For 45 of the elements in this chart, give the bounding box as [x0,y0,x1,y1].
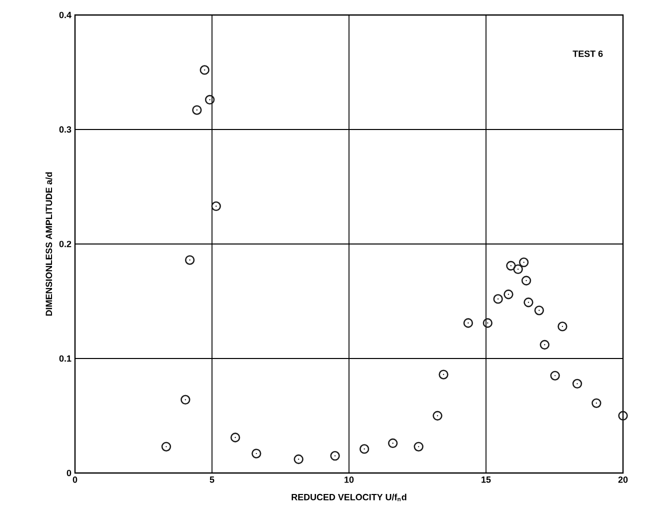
point [184,255,195,265]
point [192,105,202,115]
y-tick-label: 0.4 [59,12,72,18]
x-tick-label: 5 [210,476,214,483]
x-axis-title: REDUCED VELOCITY U/f$_{n}$d [292,494,406,502]
y-tick-label: 0.1 [59,355,72,362]
point [180,394,190,405]
point [204,94,215,105]
point [161,442,172,452]
x-tick-label: 15 [482,476,491,483]
point [463,318,474,328]
point [360,444,370,454]
point [506,260,516,271]
point [252,448,262,458]
y-tick-label: 0.2 [59,240,72,248]
point [558,322,568,332]
point [572,378,582,389]
point [230,432,240,442]
point [388,438,398,448]
point [518,257,529,268]
point [493,294,503,304]
point [592,398,602,408]
point [438,370,448,380]
x-tick-label: 10 [344,476,354,483]
point [550,370,560,381]
point [432,410,442,421]
y-tick-label: 0 [66,470,72,476]
point [211,201,221,212]
point [521,276,532,286]
point [482,318,492,328]
point [414,442,424,452]
point [294,454,304,464]
point [540,340,550,350]
point [513,264,523,274]
point [504,290,514,300]
y-axis-title: DIMENSIONLESS AMPLITUDE a/d [45,172,52,316]
point [534,306,544,316]
annotation: TEST 6 [572,50,603,57]
point [200,65,210,75]
x-tick-label: 20 [618,476,628,483]
point [618,410,628,421]
y-tick-label: 0.3 [59,126,72,133]
x-tick-label: 0 [72,476,78,483]
point [524,298,534,308]
point [330,450,340,461]
